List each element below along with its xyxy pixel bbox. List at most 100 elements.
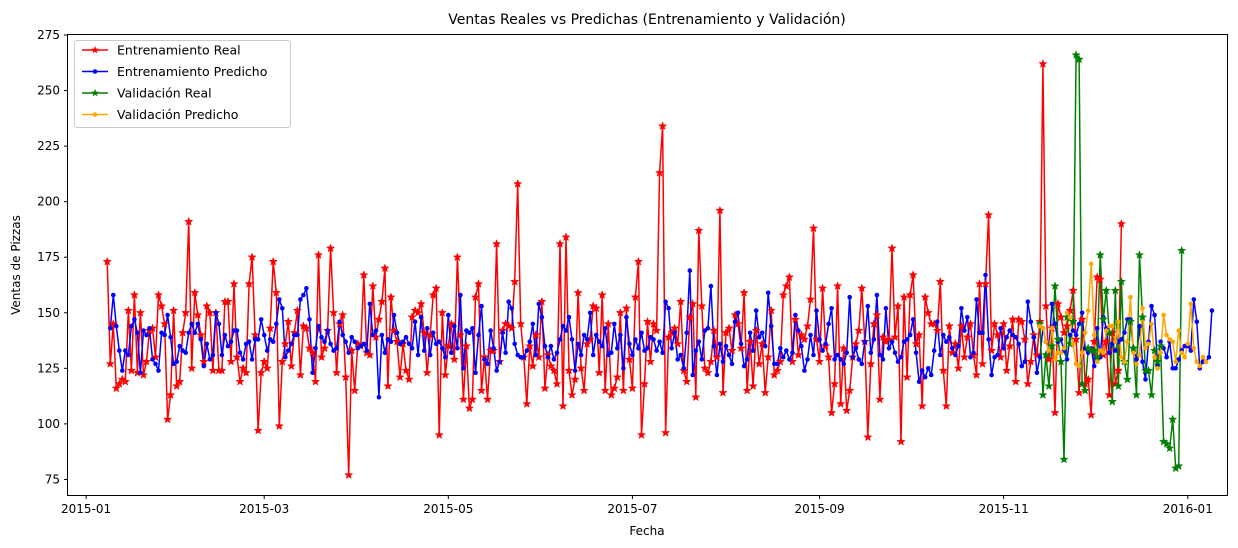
data-point [226,356,236,366]
data-point [735,310,741,316]
data-point [549,365,559,375]
legend-marker [91,88,99,97]
data-point [1122,374,1133,384]
data-point [247,252,257,262]
data-point [325,243,336,253]
data-point [488,328,493,333]
data-point [591,303,601,313]
data-point [552,378,562,388]
data-point [841,361,846,367]
data-point [310,376,321,386]
data-point [684,330,689,336]
data-point [446,318,456,328]
data-point [745,336,755,346]
data-point [989,318,1000,328]
data-point [1179,350,1184,356]
data-point [1023,378,1033,388]
data-point [703,367,713,377]
data-point [253,425,263,435]
data-point [533,352,539,358]
data-point [537,296,547,306]
data-point [389,325,399,335]
data-point [726,352,732,358]
data-point [558,401,568,411]
data-point [706,356,716,366]
data-point [1074,387,1084,397]
data-point [892,350,898,356]
data-point [1044,381,1054,391]
data-point [594,367,604,377]
data-point [823,352,834,362]
data-point [989,372,994,378]
data-point [1077,378,1087,388]
data-point [551,357,557,362]
data-point [400,339,406,345]
data-point [1056,356,1066,366]
data-point [884,334,894,344]
data-point [440,346,445,351]
data-point [268,256,278,266]
y-tick-label: 125 [37,361,60,375]
data-point [168,334,173,340]
data-point [724,323,734,333]
data-point [1104,390,1114,399]
data-point [1146,341,1151,347]
data-point [899,292,909,302]
data-point [805,294,816,304]
data-point [965,318,976,328]
data-point [784,272,795,282]
data-point [1094,326,1100,331]
data-point [962,332,973,342]
data-point [872,310,882,319]
data-point [690,372,696,378]
data-point [117,348,122,353]
data-point [747,330,753,336]
data-point [805,357,810,362]
data-point [341,372,351,382]
data-point [153,290,164,299]
x-tick-label: 2015-01 [61,502,111,516]
data-point [992,330,1003,339]
data-point [527,339,533,345]
data-point [663,299,668,305]
data-point [207,357,213,362]
data-point [196,330,206,339]
data-point [557,337,563,342]
data-point [301,323,312,333]
data-point [1052,321,1058,327]
data-point [584,337,590,342]
data-point [845,385,855,395]
data-point [1082,330,1088,336]
data-point [135,307,146,317]
data-point [687,268,693,273]
data-point [1152,356,1163,366]
data-point [259,356,269,366]
data-point [1047,341,1057,351]
data-point [213,310,219,316]
data-point [554,350,560,356]
data-point [401,365,411,375]
data-point [851,338,861,348]
data-point [566,314,572,320]
data-point [654,348,659,353]
data-point [249,357,255,362]
data-point [1206,354,1212,360]
data-point [313,250,324,259]
data-point [1168,414,1178,424]
data-point [162,414,173,424]
data-point [178,327,188,337]
data-point [1059,454,1069,464]
data-point [950,346,955,351]
data-point [739,287,749,297]
data-point [421,348,427,353]
data-point [1050,281,1060,291]
data-point [645,346,650,351]
data-point [829,306,834,311]
data-point [657,339,662,345]
data-point [216,321,222,327]
data-point [497,359,502,365]
data-point [135,330,140,336]
data-point [790,314,801,324]
data-point [228,339,234,345]
data-point [132,317,137,322]
